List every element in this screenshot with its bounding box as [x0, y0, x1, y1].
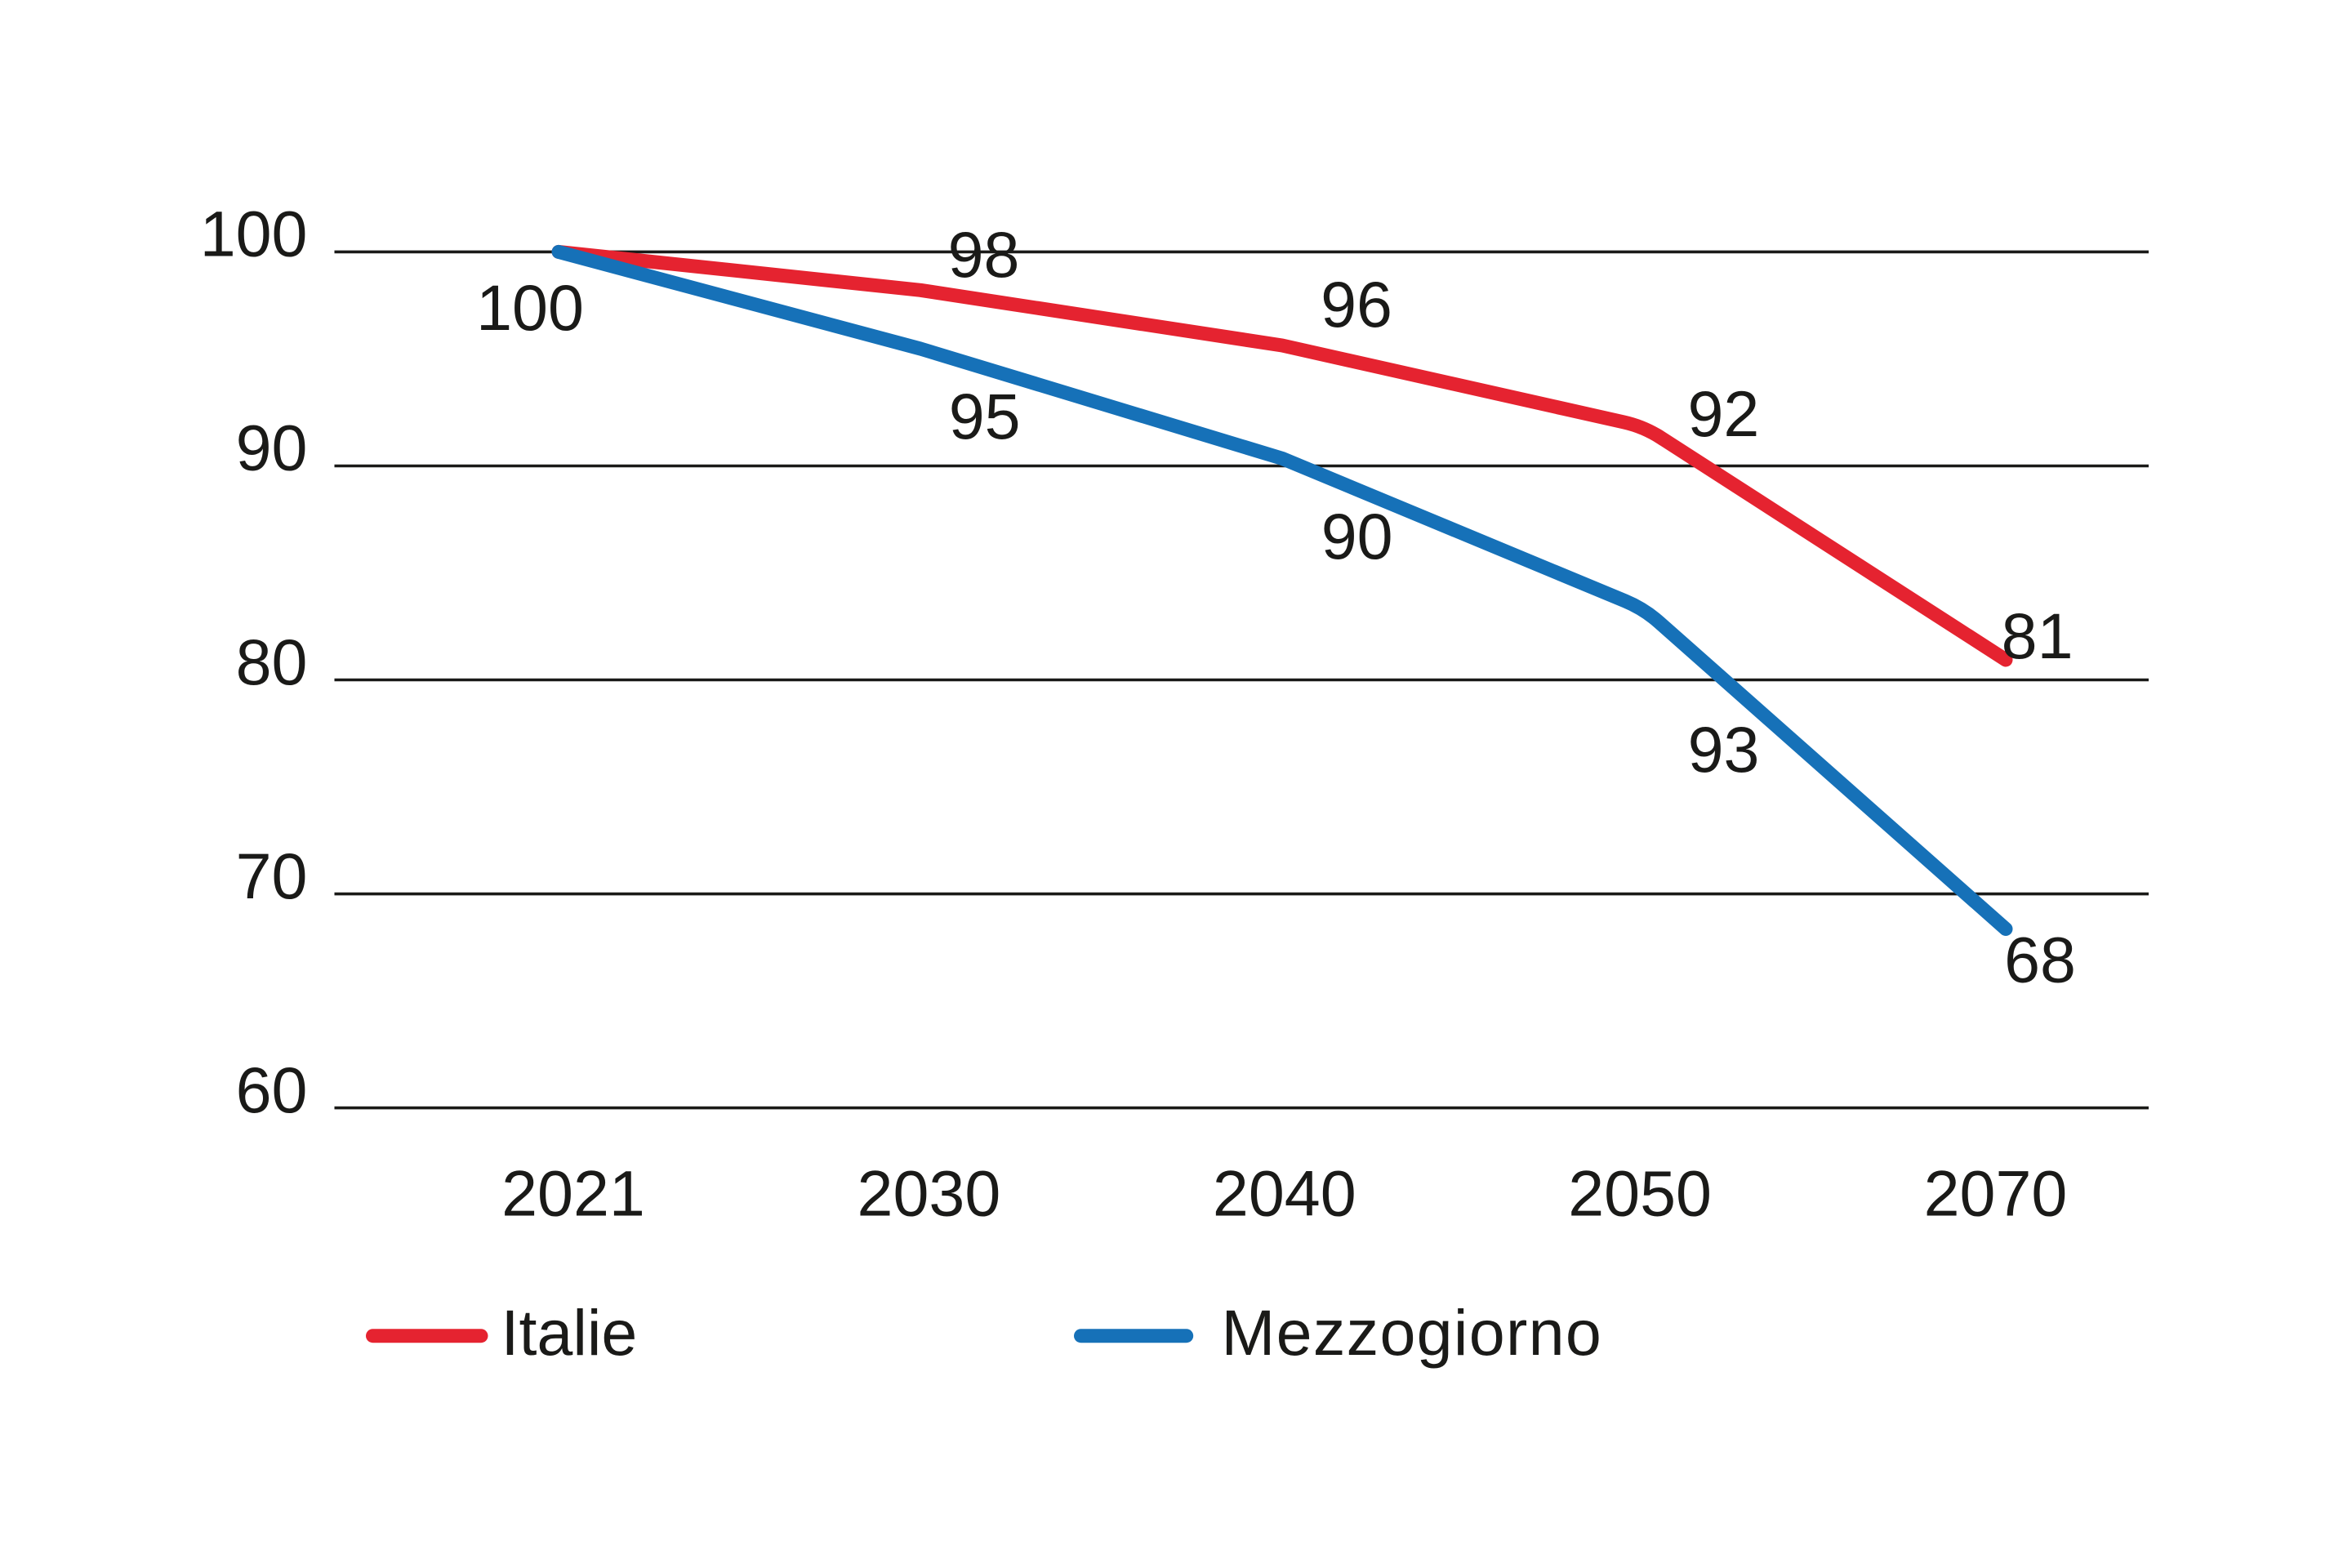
- svg-text:92: 92: [1687, 377, 1759, 450]
- svg-text:80: 80: [236, 626, 308, 698]
- svg-text:100: 100: [476, 271, 584, 344]
- svg-text:98: 98: [948, 218, 1020, 291]
- svg-text:2040: 2040: [1213, 1157, 1356, 1230]
- svg-text:93: 93: [1688, 713, 1760, 786]
- svg-text:2070: 2070: [1924, 1157, 2068, 1230]
- svg-text:81: 81: [2002, 599, 2074, 672]
- svg-text:2050: 2050: [1568, 1157, 1712, 1230]
- svg-text:70: 70: [236, 840, 308, 912]
- svg-text:Italie: Italie: [501, 1296, 638, 1369]
- svg-text:96: 96: [1321, 268, 1392, 341]
- svg-text:2030: 2030: [858, 1157, 1001, 1230]
- svg-text:2021: 2021: [501, 1157, 645, 1230]
- svg-text:90: 90: [1321, 500, 1393, 572]
- svg-text:95: 95: [949, 380, 1021, 452]
- svg-text:100: 100: [200, 198, 308, 270]
- svg-text:90: 90: [236, 412, 308, 484]
- svg-text:60: 60: [236, 1054, 308, 1126]
- svg-text:Mezzogiorno: Mezzogiorno: [1222, 1296, 1603, 1369]
- svg-text:68: 68: [2004, 924, 2076, 996]
